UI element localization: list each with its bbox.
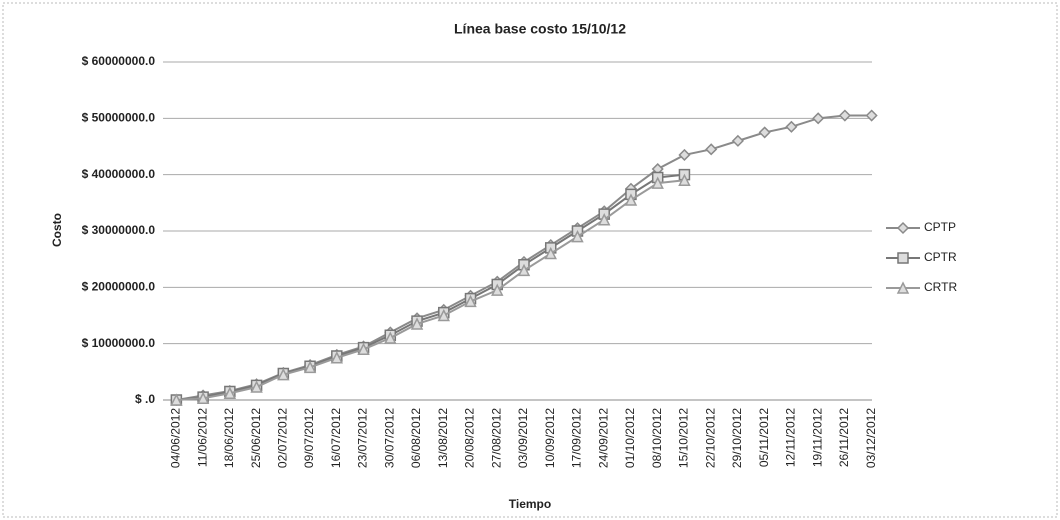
legend-label: CPTR — [924, 250, 957, 264]
data-point — [437, 308, 450, 322]
data-point — [865, 109, 878, 122]
data-point — [624, 193, 638, 206]
y-tick-label: $ .0 — [135, 392, 155, 406]
x-tick-label: 29/10/2012 — [730, 408, 744, 468]
data-point — [678, 148, 691, 162]
x-axis-label: Tiempo — [509, 497, 551, 511]
data-point — [330, 351, 344, 364]
data-point — [250, 380, 263, 393]
x-tick-label: 13/08/2012 — [436, 408, 450, 468]
data-point — [678, 173, 691, 187]
x-tick-label: 11/06/2012 — [195, 408, 209, 467]
data-point — [731, 134, 744, 147]
data-point — [651, 176, 664, 189]
y-tick-label: $ 60000000.0 — [82, 54, 156, 68]
legend-marker — [896, 221, 910, 235]
legend-marker — [896, 281, 910, 294]
data-point — [223, 386, 237, 399]
x-tick-label: 19/11/2012 — [810, 408, 824, 467]
x-tick-label: 02/07/2012 — [276, 408, 290, 468]
data-point — [544, 246, 557, 260]
x-tick-label: 20/08/2012 — [463, 408, 477, 468]
x-tick-label: 30/07/2012 — [382, 408, 396, 468]
data-point — [464, 294, 477, 308]
x-tick-label: 24/09/2012 — [596, 408, 610, 468]
x-tick-label: 22/10/2012 — [703, 408, 717, 468]
data-point — [838, 109, 851, 122]
data-point — [491, 283, 504, 296]
y-tick-label: $ 50000000.0 — [82, 111, 156, 125]
x-tick-label: 15/10/2012 — [677, 408, 691, 468]
x-tick-label: 18/06/2012 — [222, 408, 236, 468]
x-tick-label: 04/06/2012 — [169, 408, 183, 468]
x-tick-label: 27/08/2012 — [489, 408, 503, 468]
legend-marker — [897, 252, 909, 264]
chart-title: Línea base costo 15/10/12 — [454, 21, 626, 37]
x-tick-label: 06/08/2012 — [409, 408, 423, 468]
x-tick-label: 03/12/2012 — [864, 408, 878, 468]
x-tick-label: 03/09/2012 — [516, 408, 530, 468]
legend-label: CRTR — [924, 280, 957, 294]
x-tick-label: 25/06/2012 — [249, 408, 263, 468]
data-point — [357, 342, 370, 356]
data-point — [517, 263, 531, 277]
y-axis-label: Costo — [50, 213, 64, 247]
data-point — [196, 391, 210, 405]
x-tick-label: 09/07/2012 — [302, 408, 316, 468]
x-tick-label: 16/07/2012 — [329, 408, 343, 468]
data-point — [410, 317, 424, 330]
y-tick-label: $ 10000000.0 — [82, 336, 156, 350]
data-point — [812, 112, 825, 125]
x-tick-label: 12/11/2012 — [784, 408, 798, 467]
data-point — [785, 120, 798, 133]
data-point — [384, 331, 397, 344]
x-tick-label: 17/09/2012 — [570, 408, 584, 468]
data-point — [598, 213, 611, 226]
data-point — [303, 360, 317, 374]
x-tick-label: 05/11/2012 — [757, 408, 771, 467]
y-tick-label: $ 40000000.0 — [82, 167, 156, 181]
x-tick-label: 10/09/2012 — [543, 408, 557, 468]
x-tick-label: 01/10/2012 — [623, 408, 637, 468]
legend-label: CPTP — [924, 220, 956, 234]
y-tick-label: $ 20000000.0 — [82, 280, 156, 294]
data-point — [758, 126, 771, 139]
data-point — [277, 367, 290, 381]
x-tick-label: 23/07/2012 — [356, 408, 370, 468]
x-tick-label: 08/10/2012 — [650, 408, 664, 468]
data-point — [571, 229, 584, 243]
y-tick-label: $ 30000000.0 — [82, 223, 156, 237]
data-point — [705, 143, 718, 156]
data-point — [170, 393, 183, 406]
x-tick-label: 26/11/2012 — [837, 408, 851, 467]
